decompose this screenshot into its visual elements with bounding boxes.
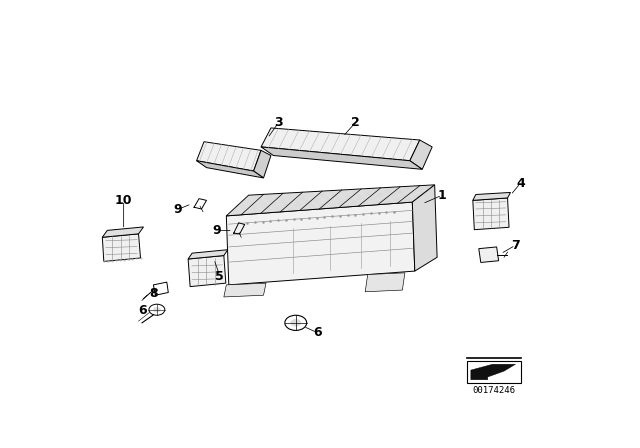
Polygon shape <box>102 234 141 262</box>
Text: 2: 2 <box>351 116 360 129</box>
Polygon shape <box>188 250 228 259</box>
Polygon shape <box>479 247 499 263</box>
Polygon shape <box>227 202 415 285</box>
Polygon shape <box>253 151 271 178</box>
Polygon shape <box>227 185 435 216</box>
Text: 6: 6 <box>313 326 321 339</box>
Text: 8: 8 <box>149 287 157 300</box>
Text: 6: 6 <box>138 304 147 317</box>
Text: 1: 1 <box>438 189 447 202</box>
Circle shape <box>154 307 161 312</box>
Polygon shape <box>471 364 515 380</box>
Polygon shape <box>365 273 405 292</box>
Polygon shape <box>102 227 143 237</box>
Polygon shape <box>410 140 432 169</box>
Polygon shape <box>473 198 509 230</box>
Polygon shape <box>188 255 226 287</box>
Text: 9: 9 <box>212 224 221 237</box>
Text: 5: 5 <box>216 270 224 283</box>
Text: 7: 7 <box>511 239 520 252</box>
Polygon shape <box>473 193 511 200</box>
Text: 00174246: 00174246 <box>473 386 516 395</box>
Polygon shape <box>196 142 261 171</box>
Text: 3: 3 <box>274 116 283 129</box>
Polygon shape <box>412 185 437 271</box>
FancyBboxPatch shape <box>467 361 522 383</box>
Text: 10: 10 <box>115 194 132 207</box>
Circle shape <box>291 319 301 326</box>
Text: 9: 9 <box>173 203 182 216</box>
Polygon shape <box>196 161 264 178</box>
Polygon shape <box>224 283 266 297</box>
Polygon shape <box>261 147 422 169</box>
Text: 4: 4 <box>516 177 525 190</box>
Polygon shape <box>261 128 420 161</box>
